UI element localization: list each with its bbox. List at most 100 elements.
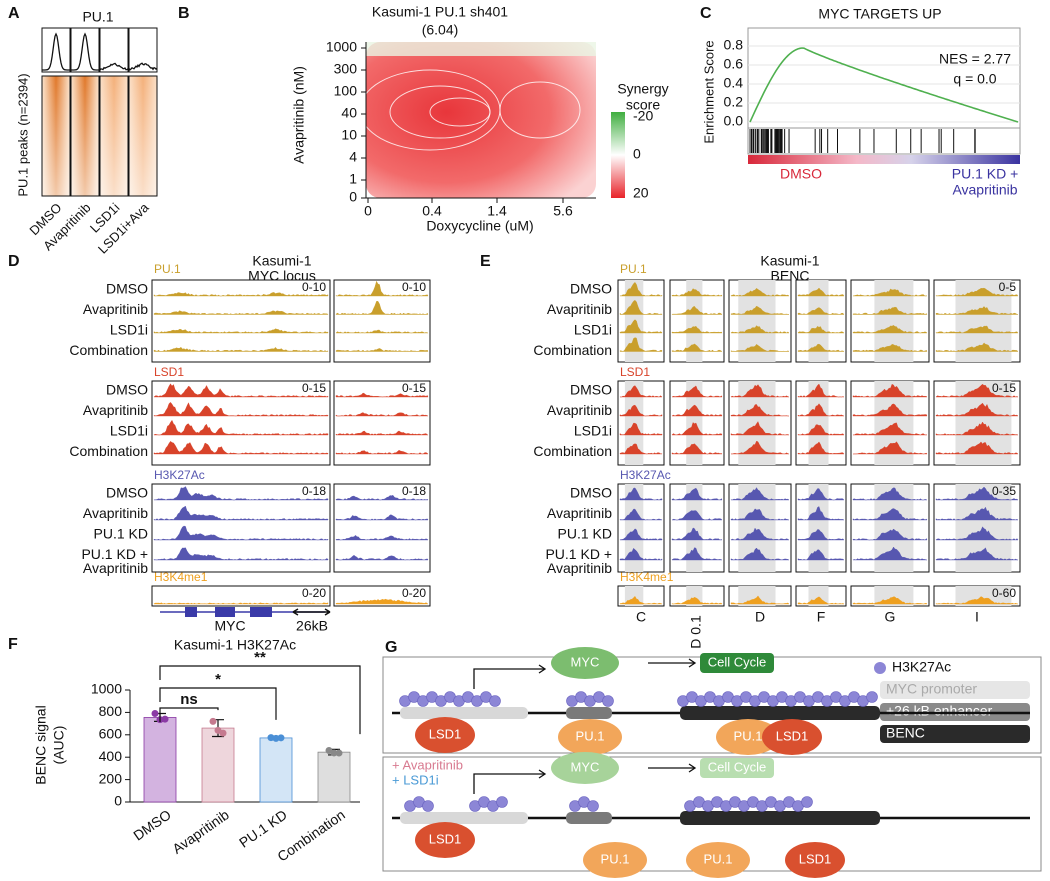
y-tick-label: 4 xyxy=(349,149,357,165)
signal-track xyxy=(935,383,1019,398)
signal-track xyxy=(153,383,329,398)
treatment-label: + LSD1i xyxy=(392,772,439,787)
signal-track xyxy=(935,526,1019,541)
profile-curve xyxy=(99,62,129,71)
treatment-label: + Avapritinib xyxy=(392,757,463,772)
scale-arrow xyxy=(292,608,331,616)
signal-track xyxy=(153,292,329,297)
signal-track xyxy=(852,288,928,297)
x-tick-label: PU.1 KD xyxy=(236,806,290,850)
signal-track xyxy=(730,440,790,455)
signal-track xyxy=(730,404,789,417)
row-label: Avapritinib xyxy=(83,301,148,317)
row-label: LSD1i xyxy=(110,423,148,439)
signal-track xyxy=(852,325,928,334)
signal-track xyxy=(671,325,723,334)
panel-title: PU.1 xyxy=(82,9,113,25)
row-label: DMSO xyxy=(106,281,148,297)
signal-track xyxy=(852,383,928,398)
signal-track xyxy=(797,441,845,455)
signal-track xyxy=(153,346,329,352)
signal-track xyxy=(852,441,928,455)
signal-track xyxy=(153,547,329,561)
x-tick-label: DMSO xyxy=(130,806,174,843)
axis-label: Doxycycline (uM) xyxy=(426,218,533,234)
signal-track xyxy=(335,412,429,417)
gene-label: MYC xyxy=(214,618,245,634)
signal-track xyxy=(730,288,790,297)
x-tick-label: 1.4 xyxy=(487,203,507,219)
signal-track xyxy=(852,487,928,501)
nucleosome xyxy=(866,691,878,703)
track-box xyxy=(333,585,431,607)
region-shade xyxy=(686,381,703,465)
signal-track xyxy=(730,487,790,501)
row-label: LSD1i xyxy=(574,322,612,338)
range-label: 0-5 xyxy=(999,280,1017,294)
profile-box xyxy=(41,27,71,73)
bar xyxy=(143,717,177,803)
pu1 xyxy=(583,842,647,878)
signal-track xyxy=(671,527,723,541)
signal-track xyxy=(797,287,845,297)
row-label: Avapritinib xyxy=(547,402,612,418)
profile-box xyxy=(128,27,158,73)
signal-track xyxy=(335,430,429,436)
y-tick-label: 40 xyxy=(341,105,357,121)
track-mark: H3K4me1 xyxy=(154,570,208,584)
heatmap-box xyxy=(99,75,129,197)
signal-track xyxy=(671,547,723,561)
signal-track xyxy=(730,325,790,334)
signal-track xyxy=(797,424,845,436)
signal-track xyxy=(797,307,845,315)
y-tick-label: 0.6 xyxy=(724,56,744,72)
y-tick-label: 0.8 xyxy=(724,37,744,53)
benc xyxy=(680,811,880,825)
signal-track xyxy=(935,325,1019,334)
heatmap-fade xyxy=(100,76,128,196)
contour xyxy=(429,97,491,127)
signal-track xyxy=(797,488,845,501)
pu1 xyxy=(686,842,750,878)
legend-text: BENC xyxy=(886,725,925,741)
group-label: DMSO xyxy=(780,166,822,182)
panel-label: F xyxy=(8,636,18,653)
signal-track xyxy=(619,528,663,541)
legend-text: +26 kB enhancer xyxy=(886,703,993,719)
region-label: D xyxy=(755,609,765,625)
signal-track xyxy=(153,328,329,334)
y-tick-label: 600 xyxy=(99,726,123,742)
signal-track xyxy=(935,342,1019,352)
outcome-box xyxy=(700,758,774,778)
lsd1 xyxy=(415,717,475,753)
heatmap-box xyxy=(128,75,158,197)
enhancer xyxy=(566,707,612,719)
x-tick-label: 5.6 xyxy=(553,203,573,219)
heatmap-fade xyxy=(71,76,99,196)
region-label: G xyxy=(885,609,896,625)
region-shade xyxy=(808,381,829,465)
signal-track xyxy=(619,281,663,297)
heatmap-fade xyxy=(42,76,70,196)
heatmap-fade xyxy=(129,76,157,196)
signal-track xyxy=(730,421,790,436)
heatmap-box xyxy=(41,75,71,197)
x-tick-label: Avapritinib xyxy=(169,806,232,857)
profile-curve xyxy=(128,62,158,71)
stat-text: q = 0.0 xyxy=(953,71,996,87)
signal-track xyxy=(335,329,429,334)
signal-track xyxy=(619,508,663,521)
signal-track xyxy=(797,529,845,541)
range-label: 0-15 xyxy=(302,381,326,395)
legend-text: MYC promoter xyxy=(886,681,977,697)
legend-swatch xyxy=(880,681,1030,699)
signal-track xyxy=(730,508,790,521)
significance-label: ns xyxy=(180,691,198,708)
panel-label: E xyxy=(480,253,491,270)
y-tick-label: 800 xyxy=(99,703,123,719)
row-label: LSD1i xyxy=(574,423,612,439)
profile-curve xyxy=(42,32,70,71)
replicate-point xyxy=(277,734,285,742)
row-label: LSD1i xyxy=(110,322,148,338)
panel-label: B xyxy=(178,5,190,22)
